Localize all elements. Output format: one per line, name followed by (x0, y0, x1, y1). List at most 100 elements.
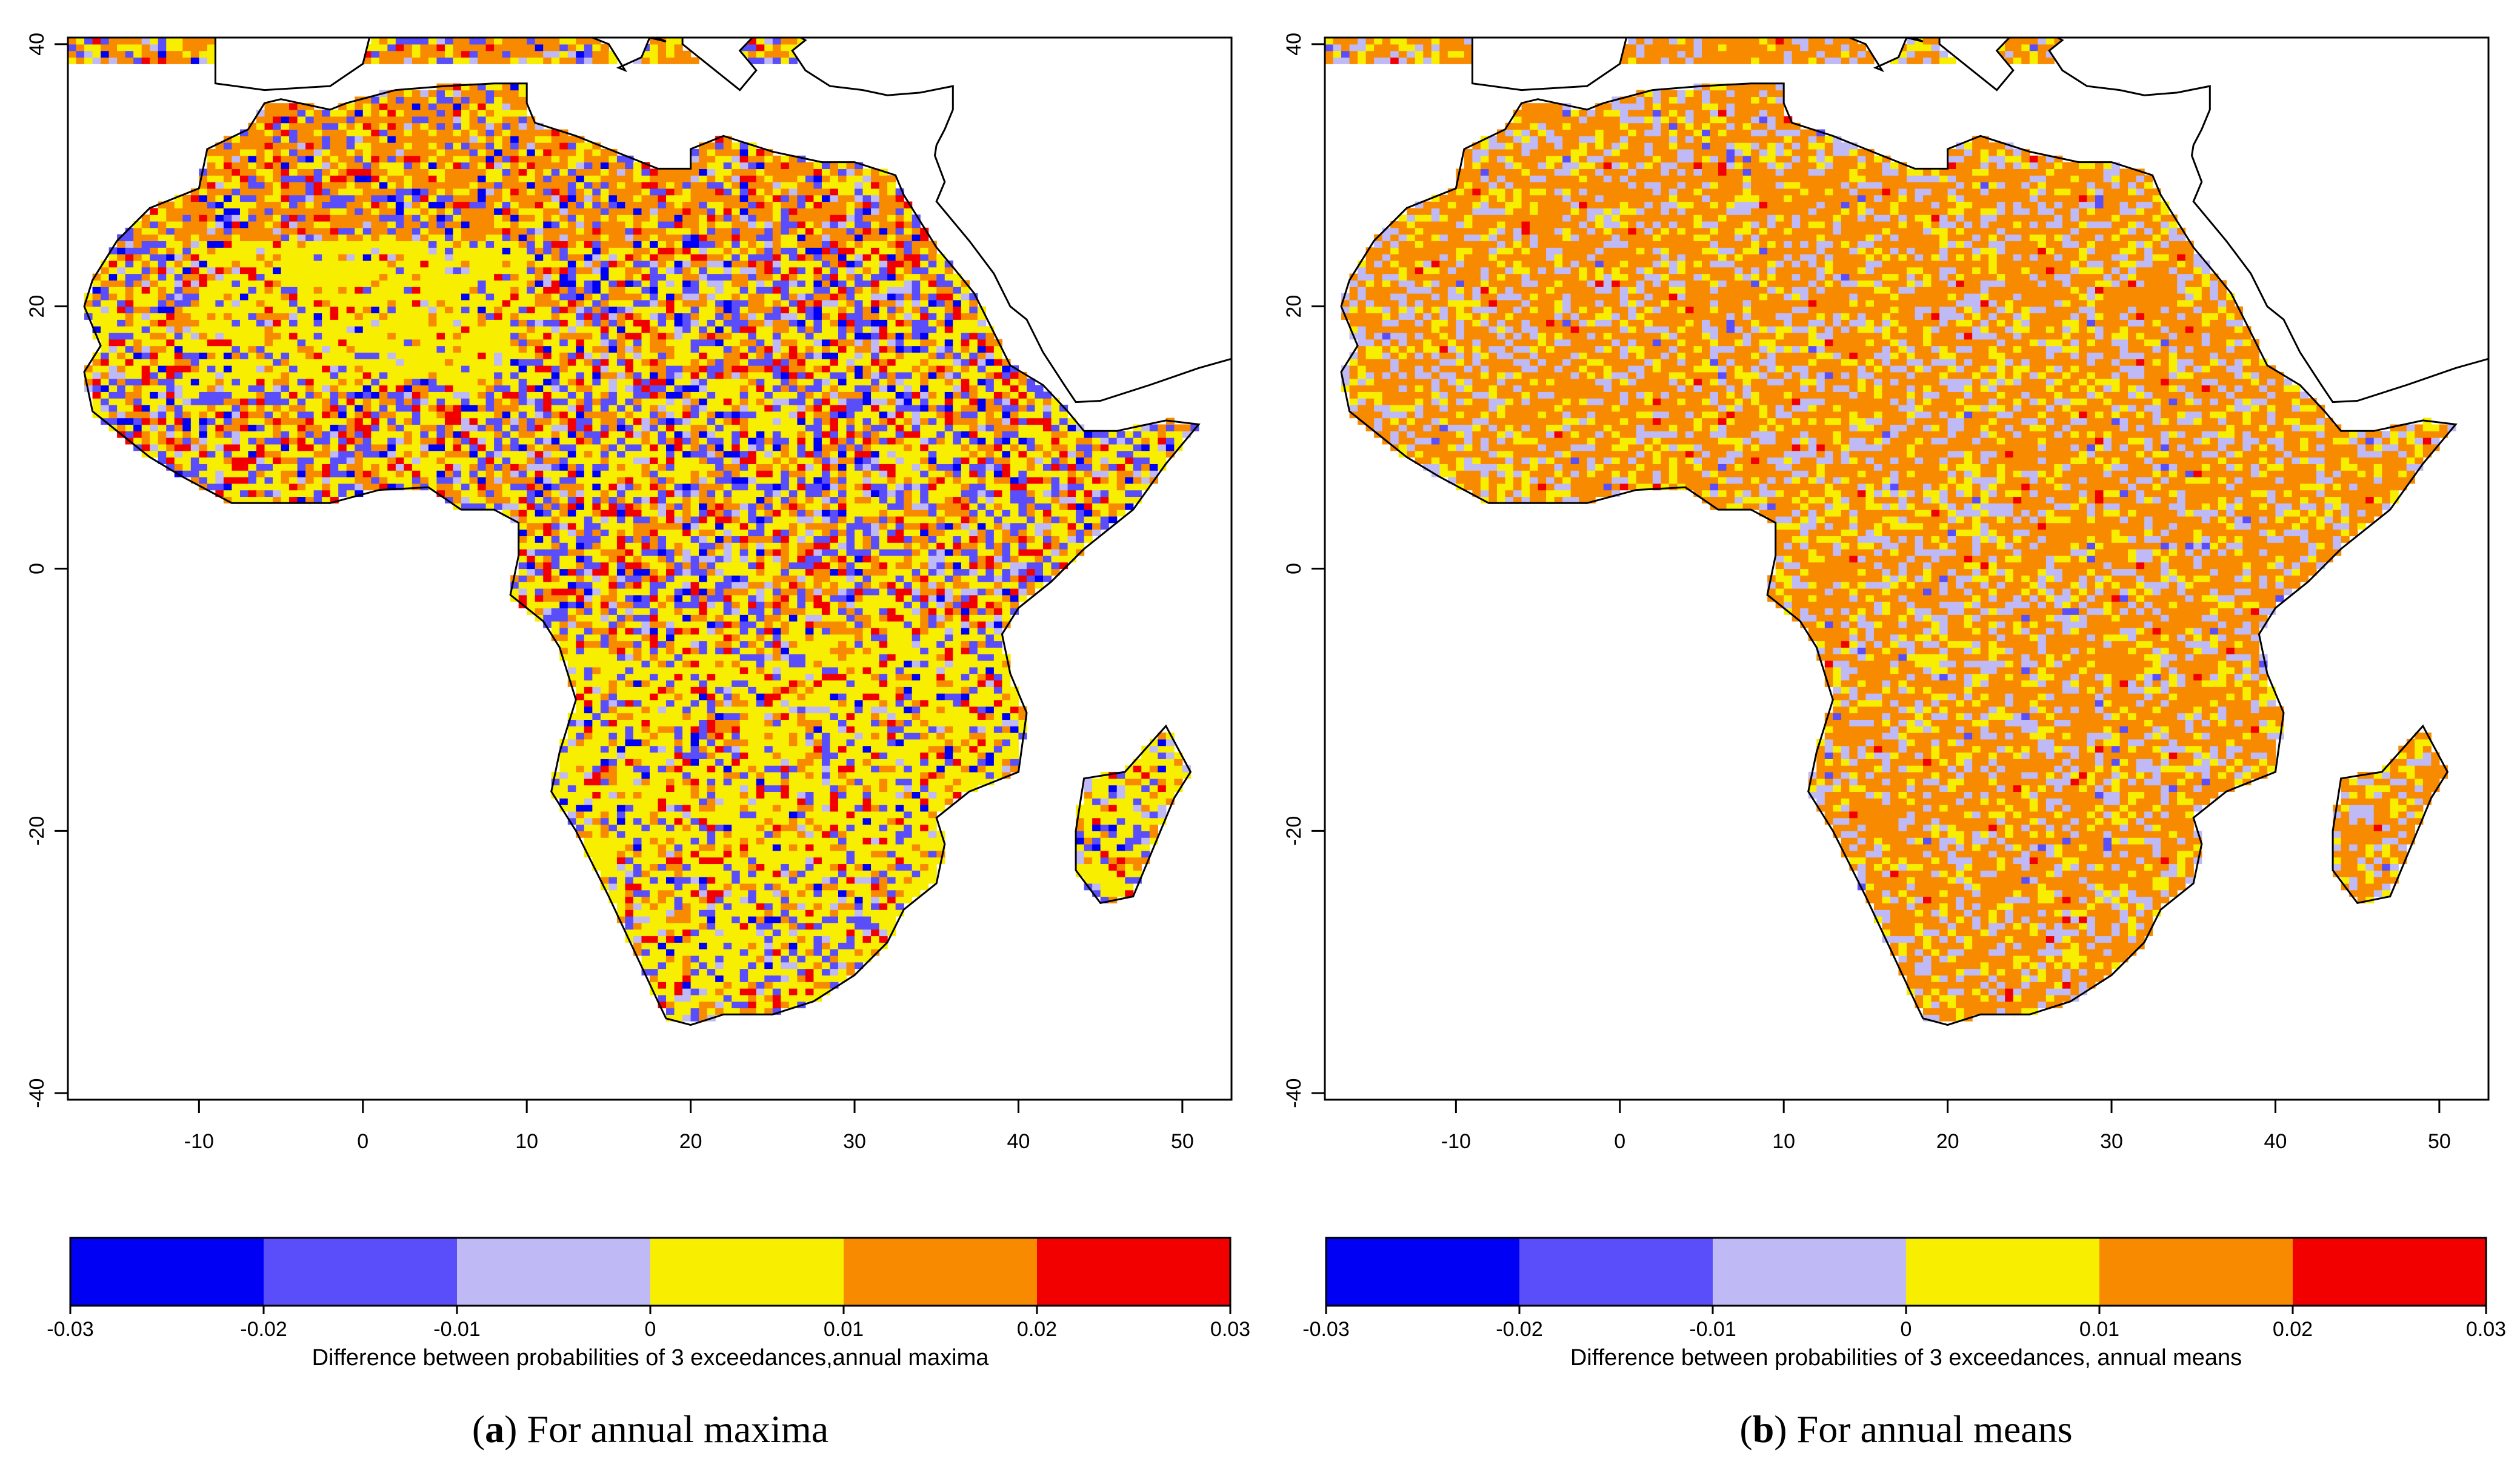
raster-cell (592, 293, 601, 301)
raster-cell (338, 148, 347, 156)
raster-cell (281, 359, 290, 366)
raster-cell (527, 293, 536, 301)
raster-cell (404, 136, 413, 143)
raster-cell (567, 391, 576, 399)
raster-cell (108, 332, 118, 340)
raster-cell (535, 470, 544, 477)
raster-cell (461, 227, 470, 235)
raster-cell (616, 889, 626, 897)
raster-cell (650, 673, 659, 681)
raster-cell (510, 306, 519, 314)
raster-cell (502, 267, 511, 274)
raster-cell (567, 771, 576, 779)
raster-cell (608, 293, 618, 301)
raster-cell (158, 378, 167, 386)
raster-cell (584, 483, 593, 491)
raster-cell (158, 431, 167, 438)
raster-cell (527, 457, 536, 464)
raster-cell (117, 57, 126, 64)
raster-cell (510, 182, 519, 189)
raster-cell (305, 214, 315, 222)
raster-cell (650, 168, 659, 176)
raster-cell (461, 175, 470, 182)
raster-cell (527, 280, 536, 287)
raster-cell (535, 431, 544, 438)
raster-cell (150, 44, 159, 52)
raster-cell (322, 267, 331, 274)
raster-cell (355, 470, 364, 477)
raster-cell (297, 287, 306, 294)
raster-cell (616, 182, 626, 189)
raster-cell (616, 411, 626, 419)
raster-cell (527, 241, 536, 248)
raster-cell (527, 313, 536, 320)
raster-cell (420, 129, 429, 136)
raster-cell (256, 129, 265, 136)
raster-cell (248, 371, 257, 379)
raster-cell (494, 371, 503, 379)
raster-cell (535, 339, 544, 347)
raster-cell (166, 267, 175, 274)
raster-cell (510, 332, 519, 340)
raster-cell (658, 208, 667, 215)
raster-cell (256, 352, 265, 359)
raster-cell (190, 293, 199, 301)
raster-cell (141, 241, 150, 248)
raster-cell (576, 805, 585, 812)
raster-cell (166, 457, 175, 464)
raster-cell (535, 214, 544, 222)
raster-cell (510, 38, 519, 45)
raster-cell (600, 575, 609, 582)
raster-cell (215, 404, 224, 412)
raster-cell (641, 640, 650, 648)
raster-cell (494, 437, 503, 445)
raster-cell (232, 477, 241, 484)
raster-cell (264, 457, 273, 464)
raster-cell (535, 129, 544, 136)
raster-cell (395, 365, 404, 373)
raster-cell (592, 811, 601, 819)
raster-cell (527, 510, 536, 517)
raster-cell (633, 916, 642, 923)
raster-cell (567, 345, 576, 353)
raster-cell (608, 837, 618, 845)
raster-cell (232, 260, 241, 268)
raster-cell (174, 424, 183, 431)
raster-cell (248, 444, 257, 451)
raster-cell (207, 194, 216, 202)
raster-cell (404, 411, 413, 419)
raster-cell (494, 391, 503, 399)
raster-cell (313, 306, 322, 314)
raster-cell (281, 273, 290, 281)
raster-cell (305, 411, 315, 419)
raster-cell (543, 510, 552, 517)
raster-cell (502, 385, 511, 392)
raster-cell (133, 339, 142, 347)
raster-cell (190, 319, 199, 327)
raster-cell (527, 57, 536, 64)
raster-cell (436, 411, 445, 419)
raster-cell (239, 148, 249, 156)
raster-cell (641, 582, 650, 589)
raster-cell (551, 385, 560, 392)
raster-cell (444, 490, 454, 497)
raster-cell (453, 477, 462, 484)
raster-cell (322, 293, 331, 301)
raster-cell (518, 339, 527, 347)
raster-cell (633, 319, 642, 327)
raster-cell (494, 129, 503, 136)
raster-cell (510, 44, 519, 52)
raster-cell (420, 371, 429, 379)
raster-cell (141, 359, 150, 366)
raster-cell (518, 424, 527, 431)
raster-cell (658, 962, 667, 969)
raster-cell (666, 739, 675, 746)
raster-cell (199, 194, 208, 202)
raster-cell (199, 182, 208, 189)
raster-cell (141, 431, 150, 438)
raster-cell (182, 254, 192, 261)
raster-cell (248, 299, 257, 307)
raster-cell (355, 201, 364, 208)
raster-cell (141, 424, 150, 431)
raster-cell (453, 57, 462, 64)
